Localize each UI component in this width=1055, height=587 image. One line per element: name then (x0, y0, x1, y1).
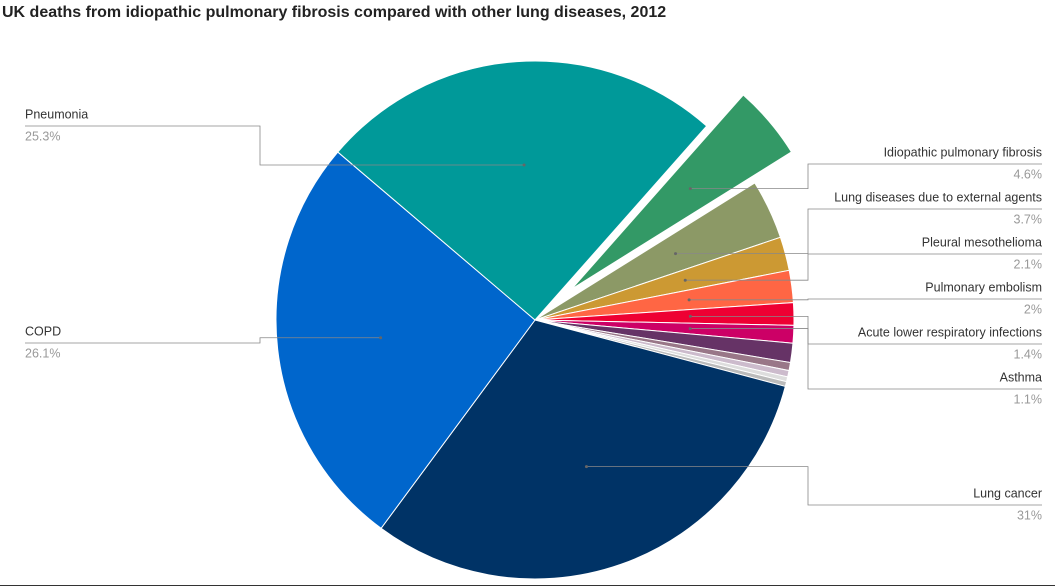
leader-dot (688, 327, 692, 331)
pie-slice (275, 151, 536, 530)
leader-line (586, 466, 1042, 506)
chart-title: UK deaths from idiopathic pulmonary fibr… (2, 4, 666, 21)
slice-value-label: 31% (1017, 508, 1042, 522)
slice-value-label: 4.6% (1014, 167, 1043, 181)
slice-value-label: 1.1% (1014, 392, 1043, 406)
slice-label: Acute lower respiratory infections (858, 325, 1042, 339)
pie-slice (380, 319, 786, 580)
slice-label: Idiopathic pulmonary fibrosis (884, 145, 1042, 159)
slice-label: COPD (25, 324, 61, 338)
leader-dot (688, 187, 692, 191)
leader-line (689, 298, 1042, 301)
leader-line (690, 163, 1042, 190)
leader-line (25, 337, 381, 344)
leader-dot (379, 336, 383, 340)
leader-dot (584, 465, 588, 469)
slice-label: Pulmonary embolism (925, 280, 1042, 294)
pie-slice (571, 94, 793, 290)
slice-value-label: 2% (1024, 302, 1042, 316)
leader-dot (683, 278, 687, 282)
leader-dot (687, 298, 691, 302)
leader-line (675, 208, 1042, 255)
slice-value-label: 2.1% (1014, 257, 1043, 271)
slice-value-label: 3.7% (1014, 212, 1043, 226)
slice-label: Asthma (1000, 370, 1042, 384)
leader-line (25, 125, 525, 166)
slice-value-label: 1.4% (1014, 347, 1043, 361)
slice-label: Pneumonia (25, 107, 88, 121)
slice-value-label: 26.1% (25, 346, 60, 360)
leader-dot (674, 252, 678, 256)
leader-line (690, 328, 1042, 390)
pie-slice (337, 60, 708, 321)
leader-dot (688, 314, 692, 318)
slice-label: Pleural mesothelioma (922, 235, 1042, 249)
slice-value-label: 25.3% (25, 129, 60, 143)
slice-label: Lung diseases due to external agents (834, 190, 1042, 204)
leader-line (685, 253, 1042, 281)
leader-dot (522, 163, 526, 167)
slice-label: Lung cancer (973, 486, 1042, 500)
